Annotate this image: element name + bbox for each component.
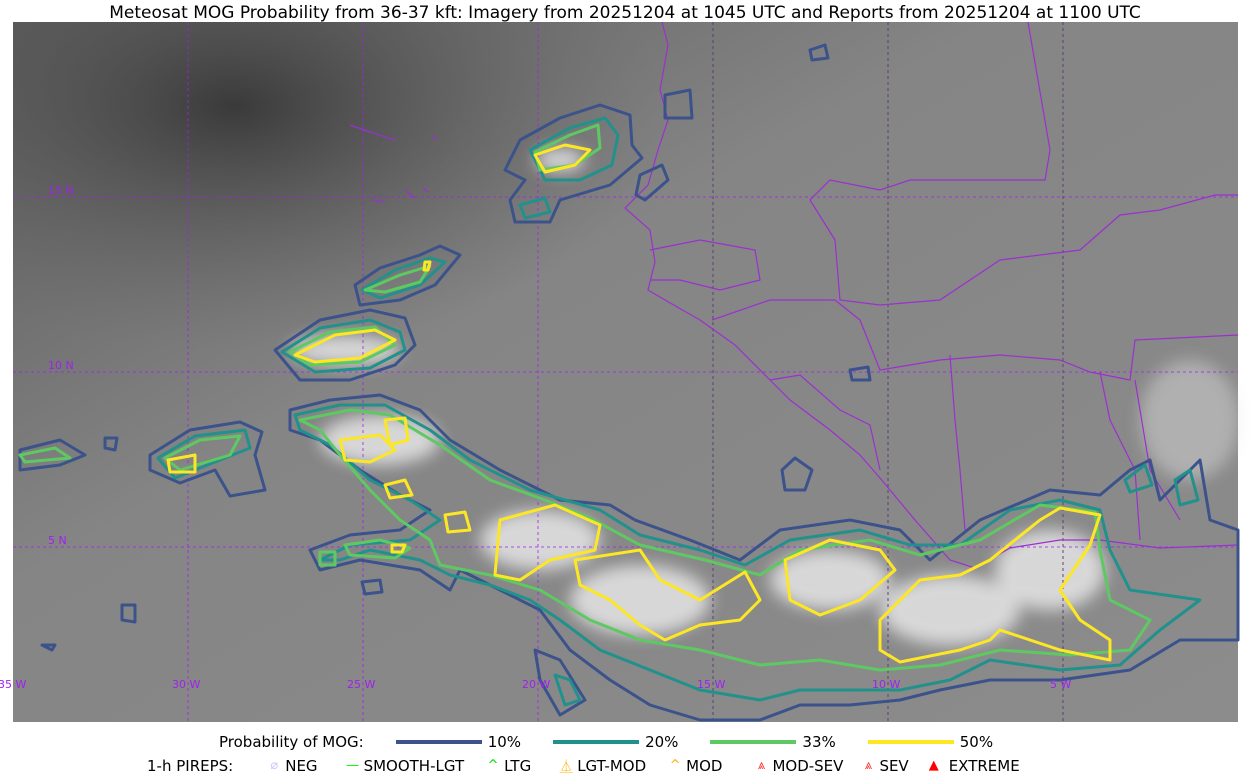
lon-label-15w: 15 W — [697, 678, 725, 691]
caret-bar-icon: ⏅ — [559, 760, 573, 775]
caret-icon: ^ — [669, 758, 681, 773]
contour-10pct — [18, 43, 1240, 722]
pirep-label: NEG — [285, 756, 318, 775]
caret-icon: ^ — [487, 758, 499, 773]
lon-label-20w: 20 W — [522, 678, 550, 691]
swatch-50pct — [867, 740, 954, 744]
swatch-20pct — [553, 740, 640, 744]
coastlines-borders — [349, 21, 1239, 569]
line-icon: — — [346, 758, 360, 773]
probability-legend-title: Probability of MOG: — [219, 733, 364, 751]
pirep-label: EXTREME — [948, 756, 1020, 775]
neg-circle-icon: ⌀ — [270, 758, 279, 773]
probability-legend: Probability of MOG: 10% 20% 33% 50% — [0, 733, 1250, 751]
level-label: 10% — [487, 733, 522, 751]
pirep-label: SMOOTH-LGT — [363, 756, 465, 775]
lon-label-5w: 5 W — [1050, 678, 1071, 691]
pireps-legend: 1-h PIREPS: ⌀ NEG — SMOOTH-LGT ^ LTG ⏅ LGT-M… — [0, 756, 1250, 776]
pirep-label: MOD-SEV — [772, 756, 844, 775]
contour-50pct — [166, 143, 1112, 664]
pirep-label: LGT-MOD — [577, 756, 647, 775]
mog-contours — [18, 43, 1240, 722]
double-caret-icon: ⩓ — [864, 758, 873, 773]
lon-label-30w: 30 W — [172, 678, 200, 691]
swatch-33pct — [710, 740, 797, 744]
swatch-10pct — [395, 740, 482, 744]
pireps-legend-title: 1-h PIREPS: — [147, 756, 234, 775]
contour-20pct — [156, 116, 1202, 707]
lat-label-5n: 5 N — [48, 534, 67, 547]
satellite-map: 15 N 10 N 5 N 35 W 30 W 25 W 20 W 15 W 1… — [0, 21, 1240, 722]
double-caret-bar-icon: ⩓ — [757, 758, 766, 773]
lon-label-10w: 10 W — [872, 678, 900, 691]
lon-label-25w: 25 W — [347, 678, 375, 691]
lat-label-10n: 10 N — [48, 359, 74, 372]
level-label: 33% — [802, 733, 836, 751]
lat-label-15n: 15 N — [48, 184, 74, 197]
pirep-label: SEV — [879, 756, 909, 775]
pirep-label: LTG — [504, 756, 532, 775]
lon-label-35w: 35 W — [0, 678, 26, 691]
contour-33pct — [18, 123, 1152, 672]
filled-triangle-icon: ▲ — [928, 758, 939, 773]
map-title: Meteosat MOG Probability from 36-37 kft:… — [109, 3, 1141, 23]
pirep-label: MOD — [686, 756, 723, 775]
level-label: 50% — [959, 733, 994, 751]
level-label: 20% — [645, 733, 679, 751]
